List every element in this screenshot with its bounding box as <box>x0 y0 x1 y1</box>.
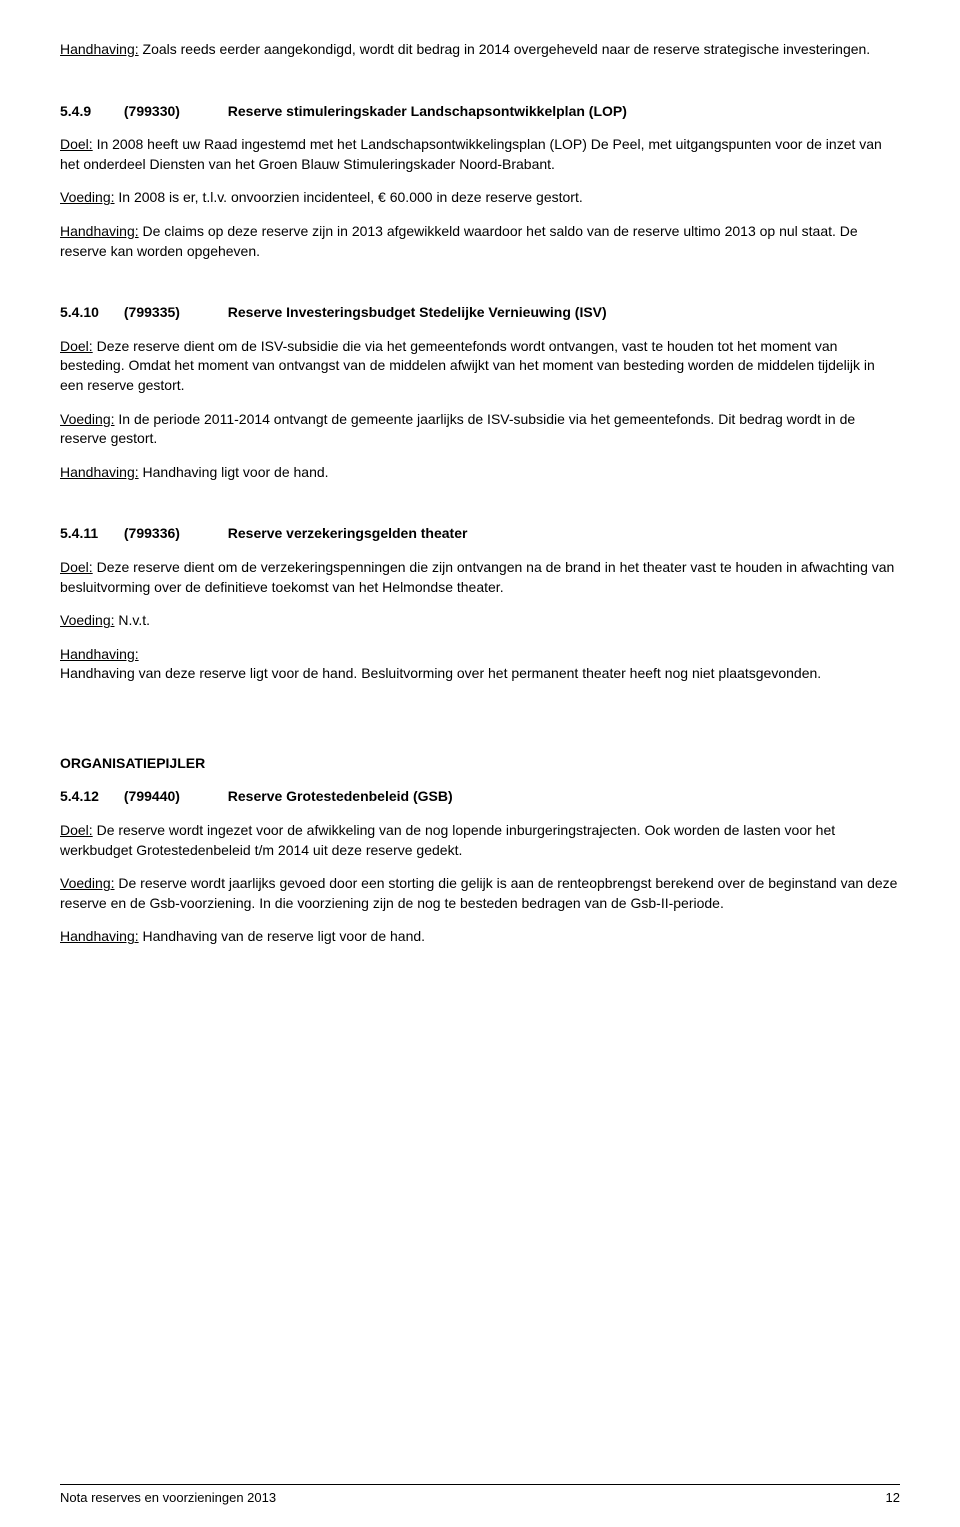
voeding-5410: Voeding: In de periode 2011-2014 ontvang… <box>60 410 900 449</box>
section-heading-549: 5.4.9 (799330) Reserve stimuleringskader… <box>60 102 900 122</box>
doel-label: Doel: <box>60 338 93 354</box>
doel-5412: Doel: De reserve wordt ingezet voor de a… <box>60 821 900 860</box>
voeding-5411: Voeding: N.v.t. <box>60 611 900 631</box>
footer-page-number: 12 <box>886 1489 900 1507</box>
handhaving-label: Handhaving: <box>60 223 139 239</box>
section-title: Reserve stimuleringskader Landschapsontw… <box>228 103 627 119</box>
section-code: (799330) <box>124 102 224 122</box>
handhaving-text: Handhaving van de reserve ligt voor de h… <box>139 928 425 944</box>
handhaving-5411-label: Handhaving: <box>60 645 900 665</box>
pillar-heading: ORGANISATIEPIJLER <box>60 754 900 774</box>
doel-text: Deze reserve dient om de ISV-subsidie di… <box>60 338 875 393</box>
intro-handhaving: Handhaving: Zoals reeds eerder aangekond… <box>60 40 900 60</box>
section-code: (799336) <box>124 524 224 544</box>
doel-5410: Doel: Deze reserve dient om de ISV-subsi… <box>60 337 900 396</box>
handhaving-label: Handhaving: <box>60 928 139 944</box>
voeding-label: Voeding: <box>60 189 115 205</box>
section-num: 5.4.11 <box>60 524 120 544</box>
footer-title: Nota reserves en voorzieningen 2013 <box>60 1489 276 1507</box>
section-heading-5411: 5.4.11 (799336) Reserve verzekeringsgeld… <box>60 524 900 544</box>
voeding-label: Voeding: <box>60 411 115 427</box>
intro-label: Handhaving: <box>60 41 139 57</box>
doel-text: Deze reserve dient om de verzekeringspen… <box>60 559 894 595</box>
section-num: 5.4.12 <box>60 787 120 807</box>
handhaving-5411-extra: Handhaving van deze reserve ligt voor de… <box>60 664 900 684</box>
section-code: (799335) <box>124 303 224 323</box>
voeding-text: In de periode 2011-2014 ontvangt de geme… <box>60 411 855 447</box>
section-title: Reserve Grotestedenbeleid (GSB) <box>228 788 453 804</box>
doel-text: In 2008 heeft uw Raad ingestemd met het … <box>60 136 882 172</box>
doel-label: Doel: <box>60 559 93 575</box>
doel-label: Doel: <box>60 822 93 838</box>
section-heading-5412: 5.4.12 (799440) Reserve Grotestedenbelei… <box>60 787 900 807</box>
handhaving-label: Handhaving: <box>60 464 139 480</box>
doel-5411: Doel: Deze reserve dient om de verzekeri… <box>60 558 900 597</box>
voeding-label: Voeding: <box>60 612 115 628</box>
intro-text: Zoals reeds eerder aangekondigd, wordt d… <box>139 41 871 57</box>
voeding-text: N.v.t. <box>115 612 151 628</box>
section-title: Reserve Investeringsbudget Stedelijke Ve… <box>228 304 607 320</box>
page-footer: Nota reserves en voorzieningen 2013 12 <box>60 1484 900 1507</box>
section-title: Reserve verzekeringsgelden theater <box>228 525 468 541</box>
voeding-label: Voeding: <box>60 875 115 891</box>
doel-549: Doel: In 2008 heeft uw Raad ingestemd me… <box>60 135 900 174</box>
handhaving-label: Handhaving: <box>60 646 139 662</box>
voeding-549: Voeding: In 2008 is er, t.l.v. onvoorzie… <box>60 188 900 208</box>
handhaving-549: Handhaving: De claims op deze reserve zi… <box>60 222 900 261</box>
doel-label: Doel: <box>60 136 93 152</box>
handhaving-text: De claims op deze reserve zijn in 2013 a… <box>60 223 858 259</box>
doel-text: De reserve wordt ingezet voor de afwikke… <box>60 822 835 858</box>
handhaving-5412: Handhaving: Handhaving van de reserve li… <box>60 927 900 947</box>
voeding-text: De reserve wordt jaarlijks gevoed door e… <box>60 875 897 911</box>
voeding-5412: Voeding: De reserve wordt jaarlijks gevo… <box>60 874 900 913</box>
voeding-text: In 2008 is er, t.l.v. onvoorzien inciden… <box>115 189 583 205</box>
handhaving-5410: Handhaving: Handhaving ligt voor de hand… <box>60 463 900 483</box>
section-num: 5.4.9 <box>60 102 120 122</box>
section-num: 5.4.10 <box>60 303 120 323</box>
section-code: (799440) <box>124 787 224 807</box>
section-heading-5410: 5.4.10 (799335) Reserve Investeringsbudg… <box>60 303 900 323</box>
handhaving-text: Handhaving ligt voor de hand. <box>139 464 329 480</box>
